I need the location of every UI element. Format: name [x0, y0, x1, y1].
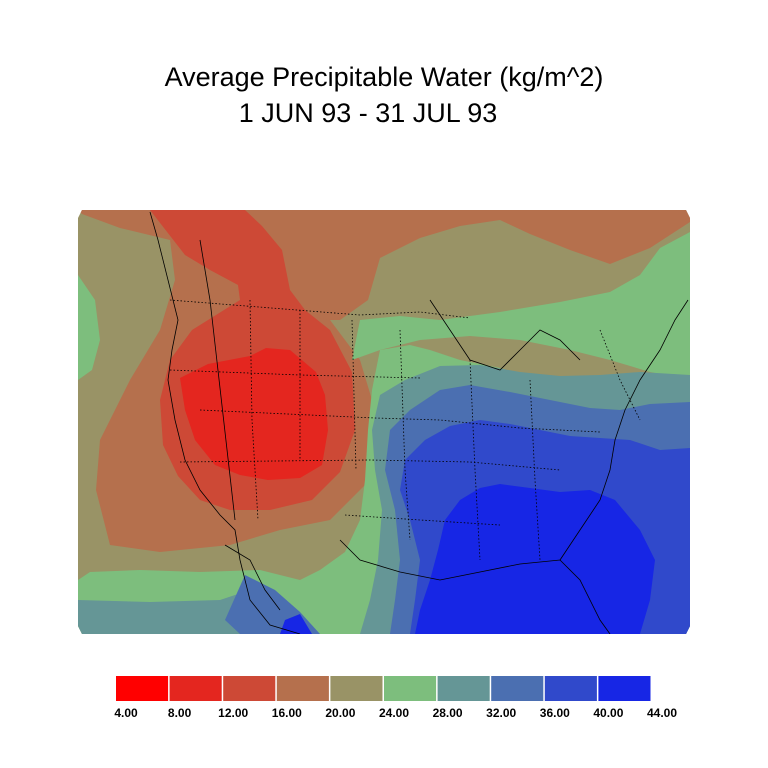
contour-band-24-west-coast — [78, 275, 100, 380]
contour-band-40-mexico — [280, 614, 312, 634]
state-boundary-layer — [169, 299, 641, 561]
colorbar-tick-label: 40.00 — [593, 706, 624, 720]
colorbar-swatch — [384, 676, 437, 701]
colorbar-tick-label: 36.00 — [539, 706, 570, 720]
coastline-layer — [149, 211, 689, 634]
colorbar-swatch — [276, 676, 329, 701]
colorbar-tick-label: 32.00 — [486, 706, 517, 720]
colorbar-swatch — [437, 676, 490, 701]
colorbar-swatch — [116, 676, 169, 701]
colorbar-tick-label: 16.00 — [271, 706, 302, 720]
colorbar-tick-label: 44.00 — [646, 706, 678, 720]
colorbar-tick-label: 4.00 — [114, 706, 138, 720]
contour-band-8 — [180, 348, 328, 480]
colorbar-swatch — [169, 676, 222, 701]
colorbar-tick-label: 8.00 — [167, 706, 192, 720]
colorbar-tick-label: 20.00 — [325, 706, 356, 720]
contour-fill-layer — [78, 210, 690, 634]
colorbar-swatch — [491, 676, 544, 701]
colorbar — [116, 676, 651, 701]
colorbar-swatch — [330, 676, 383, 701]
map-title: Average Precipitable Water (kg/m^2) — [164, 62, 604, 92]
map-subtitle-date-range: 1 JUN 93 - 31 JUL 93 — [238, 98, 498, 128]
colorbar-tick-label: 28.00 — [432, 706, 463, 720]
colorbar-tick-label: 12.00 — [218, 706, 249, 720]
colorbar-swatch — [223, 676, 276, 701]
colorbar-swatch — [544, 676, 597, 701]
colorbar-tick-label: 24.00 — [378, 706, 410, 720]
colorbar-swatch — [598, 676, 651, 701]
contour-band-40 — [415, 484, 655, 634]
